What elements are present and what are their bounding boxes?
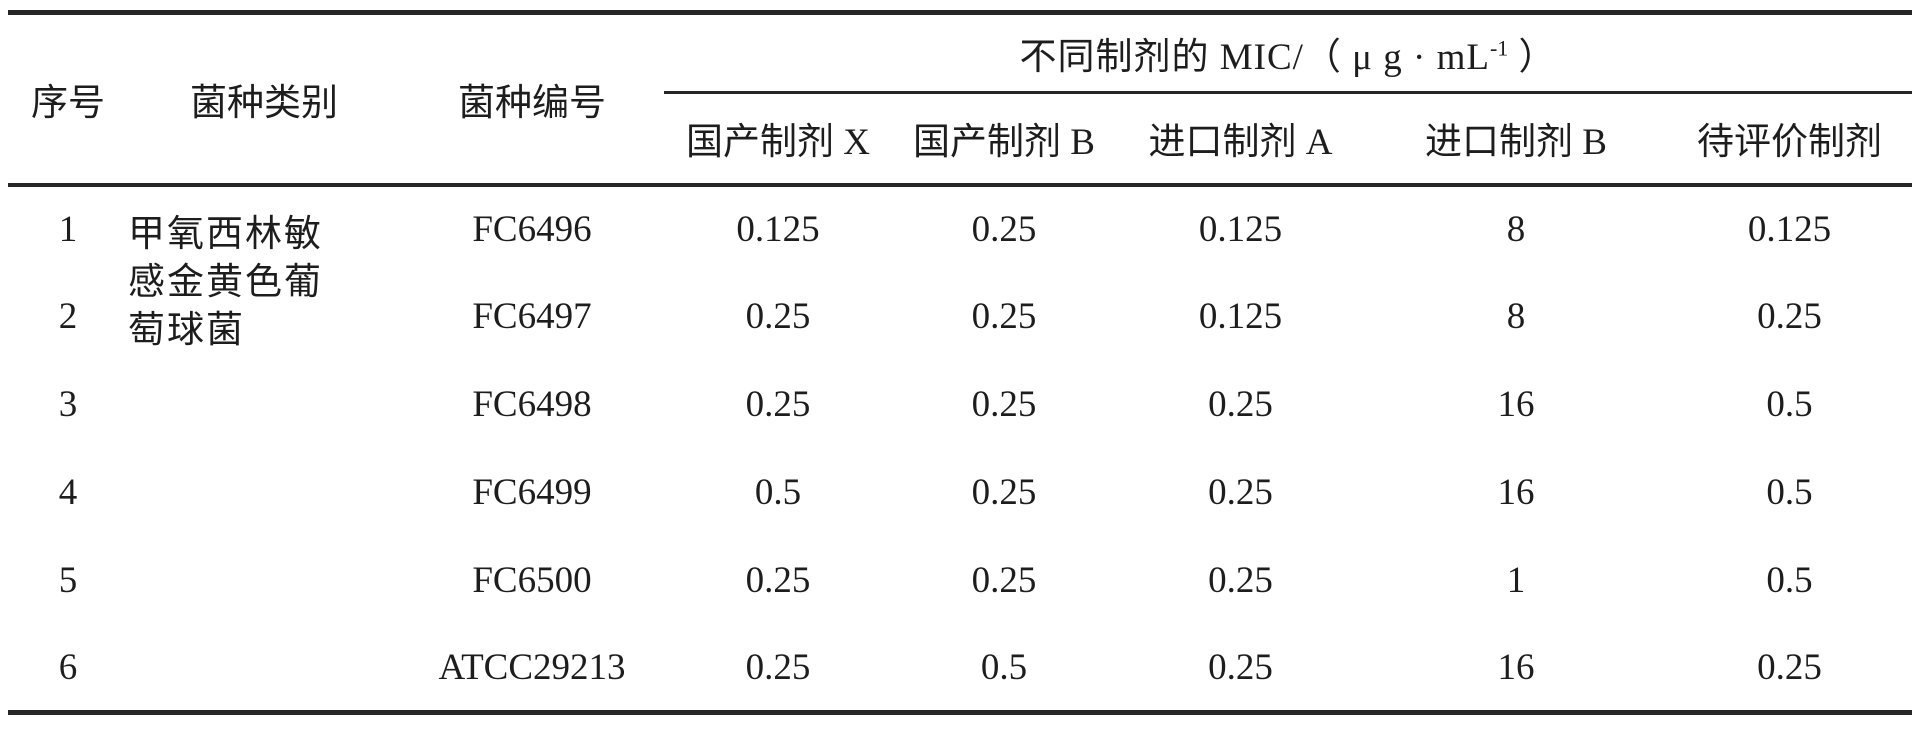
mic-value-cell: 16 bbox=[1497, 384, 1535, 425]
mic-value-cell: 0.25 bbox=[971, 384, 1037, 425]
mic-value-cell: 0.5 bbox=[754, 472, 802, 513]
mic-value-cell: 8 bbox=[1506, 209, 1526, 250]
table-row: 2 FC6497 0.25 0.25 0.125 8 0.25 bbox=[8, 273, 1912, 361]
header-cell-category: 菌种类别 bbox=[128, 12, 400, 187]
mic-value-cell: 0.25 bbox=[971, 560, 1037, 601]
mic-value-cell: 0.25 bbox=[1208, 560, 1273, 601]
mic-value-cell: 8 bbox=[1506, 296, 1526, 337]
paper-table-page: 序号 菌种类别 菌种编号 不同制剂的 MIC/（ μ g · mL-1 ） 国产… bbox=[0, 10, 1920, 736]
mic-value-cell: 0.25 bbox=[971, 472, 1037, 513]
header-cell-prep-domestic-x: 国产制剂 X bbox=[664, 92, 892, 187]
strain-id-cell: ATCC29213 bbox=[438, 646, 626, 688]
mic-value-cell: 0.25 bbox=[1208, 646, 1273, 688]
table-row: 1 甲氧西林敏感金黄色葡萄球菌 FC6496 0.125 0.25 0.125 … bbox=[8, 185, 1912, 351]
table-row: 6 ATCC29213 0.25 0.5 0.25 16 0.25 bbox=[8, 625, 1912, 713]
header-cell-seq: 序号 bbox=[8, 12, 128, 187]
mic-value-cell: 0.125 bbox=[1198, 296, 1283, 337]
mic-value-cell: 0.125 bbox=[736, 209, 820, 250]
mic-value-cell: 0.5 bbox=[1766, 472, 1813, 513]
mic-value-cell: 0.125 bbox=[1198, 209, 1283, 250]
mic-value-cell: 0.25 bbox=[1208, 384, 1273, 425]
mic-value-cell: 0.25 bbox=[745, 560, 811, 601]
table-row: 3 FC6498 0.25 0.25 0.25 16 0.5 bbox=[8, 361, 1912, 449]
seq-cell: 1 bbox=[58, 209, 78, 250]
mic-value-cell: 0.5 bbox=[1766, 560, 1813, 601]
strain-id-cell: FC6500 bbox=[472, 560, 592, 601]
mic-unit-superscript: -1 bbox=[1489, 35, 1509, 61]
mic-value-cell: 0.25 bbox=[971, 296, 1037, 337]
header-cell-strain-id: 菌种编号 bbox=[400, 12, 664, 187]
table-row: 5 FC6500 0.25 0.25 0.25 1 0.5 bbox=[8, 537, 1912, 625]
seq-cell: 3 bbox=[58, 384, 78, 425]
mic-value-cell: 16 bbox=[1497, 472, 1535, 513]
mic-value-cell: 0.25 bbox=[745, 384, 811, 425]
mic-value-cell: 0.25 bbox=[1208, 472, 1273, 513]
header-row-group: 序号 菌种类别 菌种编号 不同制剂的 MIC/（ μ g · mL-1 ） bbox=[8, 12, 1913, 187]
mic-value-cell: 0.5 bbox=[980, 646, 1028, 688]
mic-value-cell: 0.125 bbox=[1747, 209, 1832, 250]
header-cell-prep-import-b: 进口制剂 B bbox=[1365, 92, 1667, 187]
mic-group-label-suffix: ） bbox=[1508, 37, 1557, 78]
header-row-preparations: 国产制剂 X 国产制剂 B 进口制剂 A 进口制剂 B 待评价制剂 bbox=[8, 92, 1913, 187]
mic-value-cell: 1 bbox=[1506, 560, 1526, 601]
strain-id-cell: FC6498 bbox=[472, 384, 592, 425]
strain-id-cell: FC6497 bbox=[472, 296, 592, 337]
mic-value-cell: 16 bbox=[1497, 646, 1535, 688]
seq-cell: 4 bbox=[58, 472, 78, 513]
strain-category-text: 甲氧西林敏感金黄色葡萄球菌 bbox=[128, 213, 323, 351]
seq-cell: 5 bbox=[58, 560, 78, 601]
category-cell: 甲氧西林敏感金黄色葡萄球菌 bbox=[128, 185, 400, 713]
mic-value-cell: 0.25 bbox=[1757, 646, 1822, 688]
seq-cell: 2 bbox=[58, 296, 78, 337]
mic-group-label-prefix: 不同制剂的 MIC/（ μ g · mL bbox=[1019, 37, 1490, 78]
table-row: 4 FC6499 0.5 0.25 0.25 16 0.5 bbox=[8, 449, 1912, 537]
strain-id-cell: FC6496 bbox=[472, 209, 592, 250]
strain-id-cell: FC6499 bbox=[472, 472, 592, 513]
mic-results-table: 序号 菌种类别 菌种编号 不同制剂的 MIC/（ μ g · mL-1 ） 国产… bbox=[8, 10, 1913, 715]
seq-cell: 6 bbox=[58, 646, 78, 688]
header-cell-prep-evaluated: 待评价制剂 bbox=[1667, 92, 1913, 187]
header-cell-prep-import-a: 进口制剂 A bbox=[1116, 92, 1365, 187]
mic-value-cell: 0.25 bbox=[971, 209, 1037, 250]
mic-value-cell: 0.25 bbox=[1757, 296, 1822, 337]
mic-value-cell: 0.5 bbox=[1766, 384, 1813, 425]
mic-value-cell: 0.25 bbox=[745, 296, 811, 337]
header-cell-mic-group: 不同制剂的 MIC/（ μ g · mL-1 ） bbox=[664, 12, 1913, 94]
header-cell-prep-domestic-b: 国产制剂 B bbox=[892, 92, 1116, 187]
mic-value-cell: 0.25 bbox=[745, 646, 811, 688]
